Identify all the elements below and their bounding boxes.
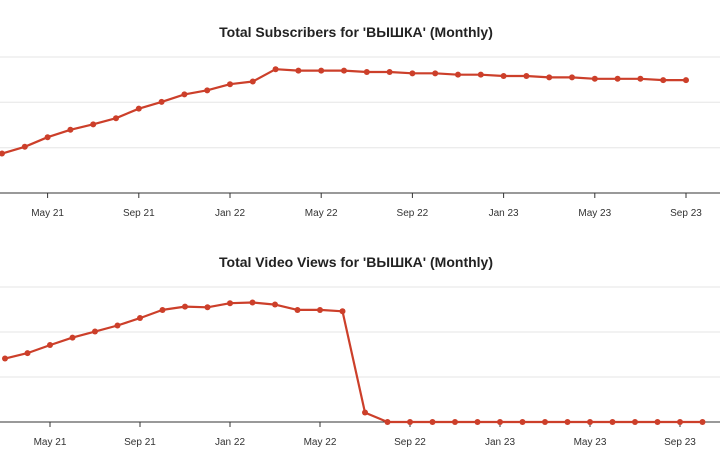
subscribers-data-point[interactable]	[546, 74, 553, 81]
subscribers-data-point[interactable]	[341, 67, 347, 74]
subscribers-data-point[interactable]	[569, 74, 575, 81]
subscribers-data-point[interactable]	[363, 68, 370, 75]
subscribers-data-point[interactable]	[158, 98, 165, 105]
video-views-data-point[interactable]	[384, 419, 391, 425]
subscribers-x-tick-label: May 23	[578, 208, 611, 219]
video-views-data-point[interactable]	[542, 419, 548, 425]
video-views-series-line	[4, 301, 703, 424]
video-views-data-point[interactable]	[159, 306, 166, 313]
subscribers-data-point[interactable]	[90, 121, 97, 128]
video-views-data-point[interactable]	[47, 342, 53, 349]
video-views-data-point[interactable]	[182, 303, 188, 310]
subscribers-data-point[interactable]	[637, 75, 644, 82]
video-views-x-tick-label: Sep 23	[664, 437, 696, 448]
subscribers-chart-title: Total Subscribers for 'ВЫШКА' (Monthly)	[219, 24, 493, 40]
video-views-data-point[interactable]	[699, 419, 706, 425]
video-views-data-point[interactable]	[24, 350, 31, 357]
video-views-data-point[interactable]	[294, 306, 301, 313]
video-views-data-point[interactable]	[407, 419, 413, 425]
subscribers-data-point[interactable]	[204, 87, 211, 94]
video-views-x-tick-label: Sep 21	[124, 437, 156, 448]
video-views-data-point[interactable]	[137, 315, 143, 322]
subscribers-x-tick-label: Jan 23	[489, 208, 519, 219]
subscribers-data-point[interactable]	[44, 134, 51, 141]
subscribers-data-point[interactable]	[181, 91, 188, 98]
video-views-x-tick-label: May 23	[574, 437, 607, 448]
subscribers-data-point[interactable]	[455, 71, 461, 78]
subscribers-x-tick-label: May 21	[31, 208, 64, 219]
subscribers-data-point[interactable]	[683, 77, 689, 84]
video-views-data-point[interactable]	[227, 300, 233, 307]
video-views-data-point[interactable]	[204, 304, 211, 311]
subscribers-data-point[interactable]	[409, 70, 416, 77]
video-views-data-point[interactable]	[497, 419, 503, 425]
video-views-chart: Total Video Views for 'ВЫШКА' (Monthly) …	[0, 254, 720, 448]
subscribers-data-point[interactable]	[135, 105, 142, 112]
video-views-x-tick-label: May 22	[304, 437, 337, 448]
subscribers-chart: Total Subscribers for 'ВЫШКА' (Monthly) …	[0, 24, 720, 219]
subscribers-data-point[interactable]	[591, 75, 598, 82]
video-views-data-point[interactable]	[2, 355, 8, 362]
subscribers-data-point[interactable]	[660, 77, 667, 84]
video-views-x-tick-label: Jan 23	[485, 437, 515, 448]
subscribers-x-tick-label: Sep 21	[123, 208, 155, 219]
video-views-data-point[interactable]	[362, 409, 368, 416]
video-views-data-point[interactable]	[519, 419, 526, 425]
video-views-chart-title: Total Video Views for 'ВЫШКА' (Monthly)	[219, 254, 493, 270]
video-views-data-point[interactable]	[339, 308, 346, 315]
video-views-data-point[interactable]	[69, 334, 76, 341]
subscribers-data-point[interactable]	[113, 115, 119, 122]
video-views-data-point[interactable]	[474, 419, 481, 425]
video-views-data-point[interactable]	[587, 419, 593, 425]
video-views-data-point[interactable]	[249, 299, 256, 306]
video-views-data-point[interactable]	[564, 419, 571, 425]
video-views-data-point[interactable]	[654, 419, 661, 425]
subscribers-data-point[interactable]	[295, 67, 302, 74]
subscribers-x-tick-label: May 22	[305, 208, 338, 219]
subscribers-data-point[interactable]	[432, 70, 439, 77]
subscribers-x-tick-label: Sep 22	[397, 208, 429, 219]
subscribers-x-tick-label: Jan 22	[215, 208, 245, 219]
subscribers-data-point[interactable]	[500, 73, 507, 80]
subscribers-data-point[interactable]	[249, 78, 256, 85]
subscribers-data-point[interactable]	[0, 150, 5, 157]
video-views-data-point[interactable]	[114, 322, 121, 329]
subscribers-data-point[interactable]	[272, 66, 279, 73]
subscribers-data-point[interactable]	[386, 68, 393, 75]
subscribers-data-point[interactable]	[67, 126, 74, 133]
video-views-data-point[interactable]	[317, 306, 323, 313]
video-views-data-point[interactable]	[429, 419, 436, 425]
video-views-data-point[interactable]	[632, 419, 638, 425]
video-views-x-tick-label: Sep 22	[394, 437, 426, 448]
subscribers-series-line	[1, 68, 686, 155]
video-views-data-point[interactable]	[452, 419, 458, 425]
subscribers-data-point[interactable]	[523, 73, 530, 80]
video-views-data-point[interactable]	[272, 301, 278, 308]
video-views-data-point[interactable]	[677, 419, 683, 425]
video-views-x-tick-label: May 21	[34, 437, 67, 448]
subscribers-data-point[interactable]	[318, 67, 325, 74]
subscribers-data-point[interactable]	[614, 75, 621, 82]
subscribers-data-point[interactable]	[477, 71, 484, 78]
subscribers-x-tick-label: Sep 23	[670, 208, 702, 219]
video-views-data-point[interactable]	[609, 419, 616, 425]
subscribers-data-point[interactable]	[21, 143, 28, 150]
subscribers-data-point[interactable]	[227, 81, 233, 88]
video-views-data-point[interactable]	[92, 328, 98, 335]
video-views-x-tick-label: Jan 22	[215, 437, 245, 448]
